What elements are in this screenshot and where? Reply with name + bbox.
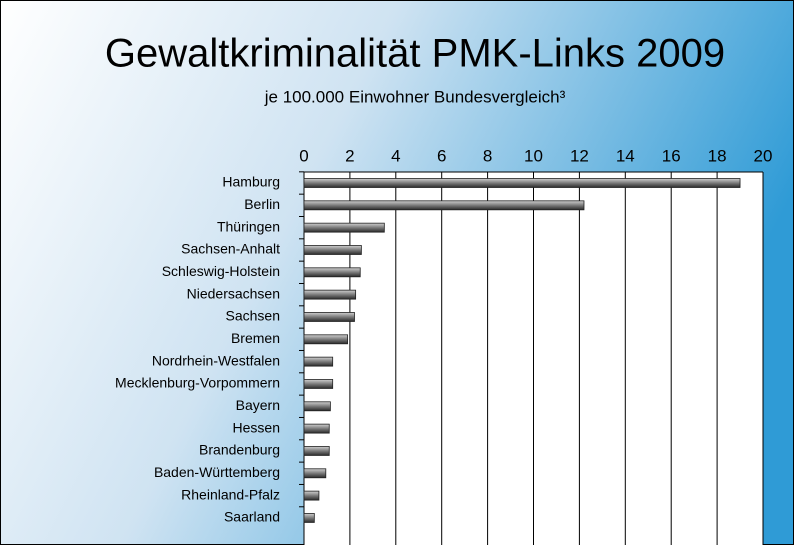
bar — [303, 245, 362, 255]
y-tick-label: Hessen — [233, 419, 280, 435]
y-tick-label: Schleswig-Holstein — [162, 263, 280, 279]
bar — [303, 513, 315, 523]
y-tick-label: Saarland — [224, 509, 280, 525]
x-tick-label: 12 — [570, 146, 589, 165]
bar — [303, 379, 334, 389]
bar — [303, 312, 355, 322]
y-tick-label: Rheinland-Pfalz — [181, 486, 280, 502]
bar — [303, 446, 330, 456]
x-tick-label: 6 — [437, 146, 446, 165]
y-tick-label: Baden-Württemberg — [154, 464, 280, 480]
x-tick-label: 0 — [299, 146, 308, 165]
y-tick-label: Mecklenburg-Vorpommern — [115, 375, 280, 391]
x-tick-label: 16 — [662, 146, 681, 165]
x-tick-label: 2 — [345, 146, 354, 165]
bar — [303, 356, 334, 367]
x-tick-label: 4 — [391, 146, 400, 165]
bar — [303, 267, 361, 278]
chart-title: Gewaltkriminalität PMK-Links 2009 — [105, 32, 725, 76]
y-tick-label: Sachsen-Anhalt — [181, 241, 280, 257]
y-tick-label: Bayern — [236, 397, 280, 413]
x-tick-label: 8 — [483, 146, 492, 165]
x-tick-label: 14 — [616, 146, 635, 165]
y-tick-label: Hamburg — [222, 174, 280, 190]
bar — [303, 334, 349, 345]
x-tick-label: 10 — [524, 146, 543, 165]
bar — [303, 200, 585, 211]
bar — [303, 289, 357, 300]
y-tick-label: Bremen — [231, 330, 280, 346]
x-tick-label: 20 — [754, 146, 773, 165]
y-tick-label: Brandenburg — [199, 442, 280, 458]
chart-subtitle: je 100.000 Einwohner Bundesvergleich³ — [264, 87, 566, 106]
y-tick-label: Berlin — [244, 196, 280, 212]
bar — [303, 222, 385, 233]
y-tick-label: Sachsen — [226, 308, 280, 324]
bar — [303, 401, 331, 412]
bar — [303, 490, 320, 501]
bar — [303, 468, 327, 479]
bar — [303, 178, 741, 188]
y-tick-label: Niedersachsen — [187, 285, 280, 301]
y-tick-label: Nordrhein-Westfalen — [152, 352, 280, 368]
y-tick-label: Thüringen — [217, 218, 280, 234]
x-tick-label: 18 — [708, 146, 727, 165]
bar — [303, 423, 330, 434]
